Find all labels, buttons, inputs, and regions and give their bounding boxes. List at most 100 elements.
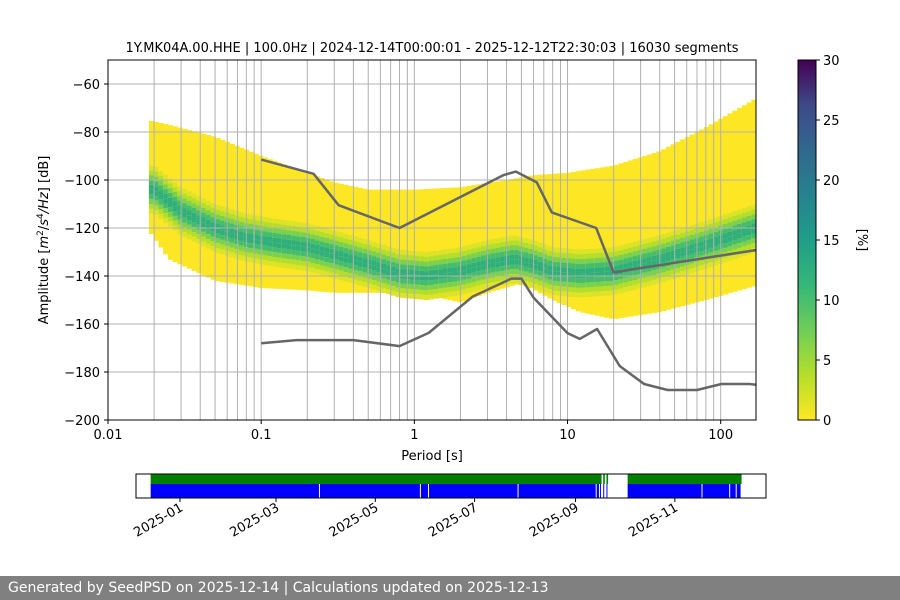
- psd-mode-band: [376, 286, 382, 292]
- psd-mode-band: [509, 278, 515, 284]
- psd-density-column: [433, 188, 439, 298]
- psd-mode-band: [651, 279, 657, 285]
- psd-mode-band: [253, 220, 259, 225]
- psd-mode-band: [191, 231, 197, 237]
- psd-density-column: [371, 189, 378, 293]
- psd-mode-band: [689, 234, 695, 240]
- psd-mode-band: [267, 222, 273, 228]
- psd-mode-band: [447, 272, 454, 278]
- psd-mode-band: [390, 276, 397, 282]
- psd-mode-band: [675, 267, 681, 273]
- psd-mode-band: [632, 246, 639, 252]
- psd-mode-band: [376, 281, 382, 287]
- psd-mode-band: [552, 271, 558, 277]
- psd-mode-band: [348, 234, 354, 240]
- psd-mode-band: [281, 234, 288, 240]
- psd-mode-band: [281, 219, 288, 225]
- psd-mode-band: [509, 250, 515, 255]
- psd-mode-band: [253, 248, 259, 254]
- psd-mode-band: [642, 248, 648, 254]
- psd-mode-band: [514, 240, 520, 246]
- psd-mode-band: [528, 244, 534, 249]
- psd-mode-band: [305, 237, 311, 243]
- psd-mode-band: [248, 233, 254, 239]
- psd-mode-band: [618, 288, 624, 294]
- psd-mode-band: [291, 245, 297, 251]
- psd-mode-band: [466, 288, 473, 293]
- psd-mode-band: [732, 249, 738, 255]
- psd-mode-band: [333, 245, 340, 251]
- psd-mode-band: [300, 265, 307, 271]
- psd-mode-band: [163, 179, 169, 185]
- psd-mode-band: [646, 252, 653, 258]
- psd-mode-band: [262, 260, 269, 265]
- psd-mode-band: [182, 222, 188, 228]
- psd-mode-band: [352, 265, 359, 270]
- psd-mode-band: [314, 269, 321, 274]
- psd-mode-band: [371, 256, 378, 262]
- psd-mode-band: [409, 284, 416, 290]
- psd-mode-band: [627, 276, 634, 282]
- y-axis-label-part: m: [37, 236, 52, 249]
- psd-mode-band: [438, 259, 444, 265]
- psd-mode-band: [575, 283, 582, 288]
- psd-mode-band: [561, 253, 567, 258]
- psd-mode-band: [523, 242, 529, 248]
- psd-mode-band: [495, 247, 501, 253]
- psd-mode-band: [376, 257, 382, 263]
- psd-mode-band: [386, 260, 392, 266]
- psd-mode-band: [390, 290, 397, 296]
- psd-mode-band: [419, 256, 425, 262]
- psd-mode-band: [556, 257, 563, 263]
- psd-mode-band: [561, 257, 567, 263]
- psd-mode-band: [656, 264, 662, 270]
- psd-mode-band: [599, 291, 605, 297]
- psd-mode-band: [262, 255, 269, 261]
- y-axis-label-part: 2: [36, 230, 46, 236]
- psd-mode-band: [528, 272, 534, 278]
- psd-mode-band: [499, 261, 506, 267]
- psd-mode-band: [751, 223, 756, 229]
- psd-mode-band: [746, 239, 752, 245]
- noise-model-lines: [260, 158, 756, 392]
- psd-mode-band: [367, 283, 373, 289]
- psd-mode-band: [661, 234, 667, 239]
- psd-mode-band: [490, 272, 496, 278]
- psd-mode-band: [319, 246, 325, 252]
- psd-mode-band: [281, 229, 288, 235]
- psd-density-column: [457, 187, 463, 303]
- psd-mode-band: [537, 252, 544, 257]
- psd-mode-band: [329, 244, 335, 249]
- psd-mode-band: [547, 270, 553, 275]
- psd-mode-band: [205, 210, 212, 216]
- psd-mode-band: [367, 240, 373, 246]
- psd-mode-band: [424, 280, 430, 286]
- psd-mode-band: [533, 245, 539, 251]
- psd-mode-band: [305, 256, 311, 262]
- psd-mode-band: [608, 290, 615, 296]
- psd-mode-band: [471, 272, 477, 278]
- psd-mode-band: [461, 279, 468, 285]
- psd-mode-band: [239, 226, 245, 232]
- psd-mode-band: [623, 282, 629, 288]
- psd-mode-band: [661, 238, 667, 244]
- psd-mode-band: [656, 254, 662, 260]
- psd-mode-band: [177, 205, 183, 211]
- psd-mode-band: [699, 241, 705, 247]
- psd-mode-band: [542, 244, 548, 250]
- psd-mode-band: [371, 270, 378, 276]
- psd-mode-band: [537, 280, 544, 286]
- psd-mode-band: [533, 259, 539, 265]
- psd-mode-band: [428, 260, 435, 266]
- psd-mode-band: [665, 232, 672, 238]
- psd-mode-band: [722, 223, 729, 229]
- psd-mode-band: [703, 249, 710, 255]
- y-axis-label-part: Amplitude [: [37, 249, 52, 325]
- psd-density-column: [480, 183, 487, 295]
- psd-mode-band: [386, 289, 392, 295]
- psd-mode-band: [400, 283, 406, 289]
- psd-density-column: [661, 149, 667, 312]
- psd-mode-band: [371, 241, 378, 247]
- psd-mode-band: [585, 249, 591, 254]
- psd-mode-band: [575, 249, 582, 255]
